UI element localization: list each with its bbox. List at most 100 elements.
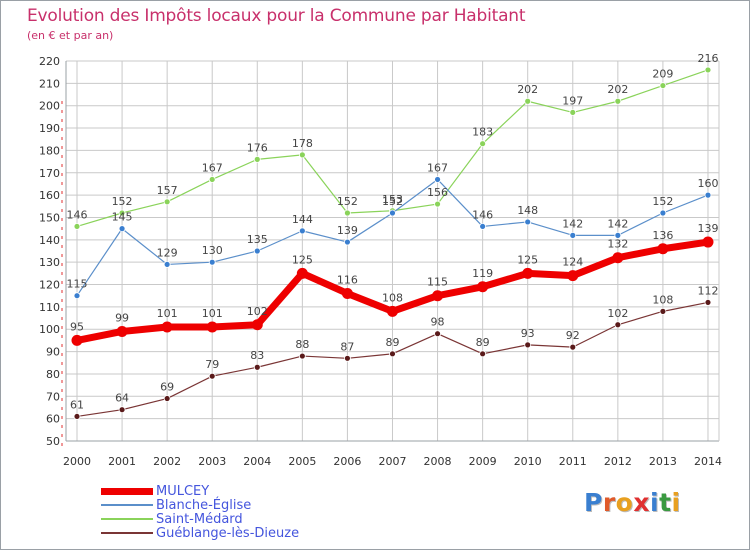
data-label-blanche-glise: 144 bbox=[292, 213, 313, 226]
data-label-saint-m-dard: 202 bbox=[607, 83, 628, 96]
data-label-saint-m-dard: 157 bbox=[157, 184, 178, 197]
data-point-gu-blange-l-s-dieuze bbox=[479, 350, 487, 358]
y-tick-label: 60 bbox=[46, 413, 60, 426]
y-tick-label: 80 bbox=[46, 368, 60, 381]
data-label-blanche-glise: 160 bbox=[697, 177, 718, 190]
data-label-blanche-glise: 152 bbox=[652, 195, 673, 208]
logo-letter: i bbox=[671, 488, 681, 517]
data-label-mulcey: 108 bbox=[382, 291, 403, 304]
y-tick-label: 190 bbox=[39, 122, 60, 135]
data-label-saint-m-dard: 156 bbox=[427, 186, 448, 199]
x-tick-label: 2005 bbox=[288, 455, 316, 468]
y-tick-label: 130 bbox=[39, 256, 60, 269]
data-label-blanche-glise: 152 bbox=[382, 195, 403, 208]
data-label-gu-blange-l-s-dieuze: 64 bbox=[115, 392, 129, 405]
data-point-mulcey bbox=[702, 236, 714, 248]
legend-item: Blanche-Église bbox=[101, 498, 361, 513]
data-point-blanche-glise bbox=[704, 191, 712, 199]
data-label-saint-m-dard: 146 bbox=[67, 208, 88, 221]
x-tick-label: 2001 bbox=[108, 455, 136, 468]
data-label-saint-m-dard: 216 bbox=[697, 52, 718, 65]
data-label-saint-m-dard: 178 bbox=[292, 137, 313, 150]
x-tick-label: 2002 bbox=[153, 455, 181, 468]
data-point-mulcey bbox=[341, 287, 353, 299]
data-point-mulcey bbox=[522, 267, 534, 279]
chart-subtitle: (en € et par an) bbox=[27, 29, 114, 42]
data-point-saint-m-dard bbox=[569, 109, 577, 116]
data-label-mulcey: 95 bbox=[70, 320, 84, 333]
series-group bbox=[71, 66, 714, 420]
data-label-blanche-glise: 142 bbox=[607, 217, 628, 230]
data-point-saint-m-dard bbox=[479, 140, 487, 148]
x-tick-label: 2012 bbox=[604, 455, 632, 468]
data-label-blanche-glise: 115 bbox=[67, 278, 88, 291]
x-tick-label: 2003 bbox=[198, 455, 226, 468]
data-label-mulcey: 102 bbox=[247, 305, 268, 318]
grid bbox=[66, 60, 719, 442]
data-label-saint-m-dard: 152 bbox=[112, 195, 133, 208]
x-tick-label: 2014 bbox=[694, 455, 722, 468]
logo-letter: x bbox=[633, 488, 650, 517]
data-label-mulcey: 136 bbox=[652, 229, 673, 242]
y-tick-label: 100 bbox=[39, 323, 60, 336]
data-point-saint-m-dard bbox=[73, 223, 81, 230]
data-label-gu-blange-l-s-dieuze: 108 bbox=[652, 293, 673, 306]
data-point-blanche-glise bbox=[344, 238, 351, 246]
data-label-saint-m-dard: 176 bbox=[247, 141, 268, 154]
logo-letter: t bbox=[659, 488, 672, 517]
data-point-mulcey bbox=[116, 325, 128, 337]
data-label-gu-blange-l-s-dieuze: 92 bbox=[566, 329, 580, 342]
x-tick-label: 2006 bbox=[333, 455, 361, 468]
legend-swatch bbox=[101, 488, 153, 495]
data-label-blanche-glise: 146 bbox=[472, 208, 493, 221]
data-point-gu-blange-l-s-dieuze bbox=[298, 352, 306, 360]
y-tick-label: 170 bbox=[39, 167, 60, 180]
data-point-saint-m-dard bbox=[344, 209, 351, 217]
data-label-saint-m-dard: 153 bbox=[382, 193, 403, 206]
data-point-saint-m-dard bbox=[659, 82, 667, 89]
data-point-gu-blange-l-s-dieuze bbox=[73, 413, 81, 420]
data-point-saint-m-dard bbox=[614, 97, 622, 105]
data-point-blanche-glise bbox=[434, 176, 441, 183]
data-point-mulcey bbox=[161, 321, 173, 333]
data-point-blanche-glise bbox=[569, 231, 577, 239]
data-point-saint-m-dard bbox=[298, 151, 306, 159]
data-point-mulcey bbox=[251, 319, 263, 331]
logo-letter: P bbox=[584, 488, 603, 517]
x-tick-label: 2004 bbox=[243, 455, 271, 468]
data-label-gu-blange-l-s-dieuze: 88 bbox=[295, 338, 309, 351]
data-point-gu-blange-l-s-dieuze bbox=[569, 343, 577, 351]
legend-item: Saint-Médard bbox=[101, 512, 361, 527]
data-point-mulcey bbox=[477, 281, 489, 293]
data-label-gu-blange-l-s-dieuze: 112 bbox=[697, 284, 718, 297]
y-tick-label: 210 bbox=[39, 77, 60, 90]
data-point-mulcey bbox=[296, 267, 308, 279]
logo-letter: i bbox=[650, 488, 660, 517]
data-point-gu-blange-l-s-dieuze bbox=[118, 406, 126, 414]
data-label-mulcey: 132 bbox=[607, 238, 628, 251]
data-point-saint-m-dard bbox=[208, 176, 216, 183]
data-label-saint-m-dard: 197 bbox=[562, 94, 583, 107]
proxiti-logo: Proxiti bbox=[584, 488, 681, 517]
data-label-saint-m-dard: 152 bbox=[337, 195, 358, 208]
data-point-mulcey bbox=[432, 290, 444, 302]
data-point-mulcey bbox=[567, 270, 579, 282]
data-point-gu-blange-l-s-dieuze bbox=[704, 299, 712, 306]
y-tick-label: 90 bbox=[46, 346, 60, 359]
y-tick-label: 160 bbox=[39, 189, 60, 202]
data-point-mulcey bbox=[612, 252, 624, 264]
data-point-mulcey bbox=[386, 305, 398, 317]
legend-label: Blanche-Église bbox=[156, 498, 252, 513]
data-point-blanche-glise bbox=[298, 227, 306, 235]
data-label-gu-blange-l-s-dieuze: 79 bbox=[205, 358, 219, 371]
data-label-mulcey: 101 bbox=[202, 307, 223, 320]
y-tick-label: 120 bbox=[39, 279, 60, 292]
data-label-saint-m-dard: 202 bbox=[517, 83, 538, 96]
legend: MULCEY Blanche-Église Saint-Médard Guéblang… bbox=[101, 484, 361, 541]
data-label-mulcey: 124 bbox=[562, 256, 583, 269]
data-label-saint-m-dard: 167 bbox=[202, 161, 223, 174]
data-point-mulcey bbox=[206, 321, 218, 333]
data-label-gu-blange-l-s-dieuze: 87 bbox=[340, 340, 354, 353]
data-point-blanche-glise bbox=[524, 218, 532, 226]
